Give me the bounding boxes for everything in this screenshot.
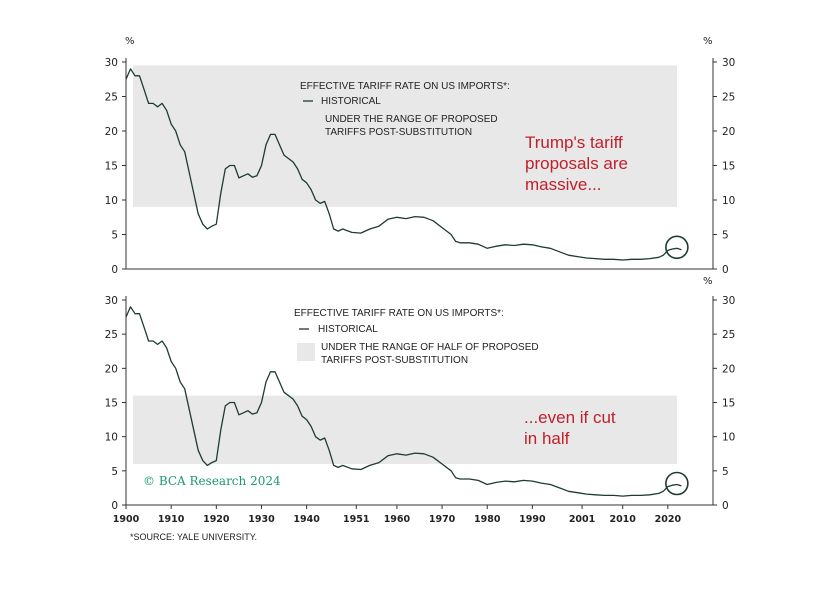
- annotation-line-1: ...even if cut: [524, 408, 616, 427]
- legend-band-line2: TARIFFS POST-SUBSTITUTION: [321, 355, 468, 366]
- highlight-circle: [665, 235, 689, 260]
- annotation-line-2: in half: [524, 429, 570, 448]
- y-tick-label-left: 15: [105, 161, 118, 173]
- highlight-circle: [665, 471, 689, 496]
- legend-band-line2: TARIFFS POST-SUBSTITUTION: [325, 127, 472, 138]
- projection-band: [133, 65, 677, 207]
- x-tick-label: 1970: [429, 514, 456, 525]
- legend-band-line1: UNDER THE RANGE OF HALF OF PROPOSED: [321, 342, 539, 353]
- historical-tariff-line: [125, 68, 682, 261]
- y-tick-label-right: 0: [722, 264, 729, 276]
- legend-band-swatch: [297, 343, 315, 361]
- y-tick-label-left: 0: [111, 264, 118, 276]
- y-tick-label-right: 5: [722, 466, 729, 478]
- legend-title: EFFECTIVE TARIFF RATE ON US IMPORTS*:: [294, 308, 504, 319]
- y-tick-label-right: 10: [722, 195, 735, 207]
- y-tick-label-right: 20: [722, 363, 735, 375]
- y-tick-label-left: 20: [105, 363, 118, 375]
- x-tick-label: 1910: [158, 514, 185, 525]
- legend-title: EFFECTIVE TARIFF RATE ON US IMPORTS*:: [300, 81, 510, 92]
- y-tick-label-left: 30: [105, 295, 118, 307]
- x-tick-label: 1900: [113, 514, 140, 525]
- y-tick-label-left: 15: [105, 398, 118, 410]
- y-tick-label-right: 30: [722, 57, 735, 69]
- unit-label-right: %: [703, 36, 713, 47]
- x-tick-label: 1980: [474, 514, 501, 525]
- y-tick-label-right: 0: [722, 500, 729, 512]
- y-tick-label-left: 10: [105, 195, 118, 207]
- axes-layer: 0 0 5 5 10 10 15 15 20 20 25 25 30 30: [105, 295, 736, 512]
- x-tick-label: 2010: [609, 514, 636, 525]
- y-tick-label-right: 30: [722, 295, 735, 307]
- bottom-panel: 0 0 5 5 10 10 15 15 20 20 25 25 30 30 % EFFECTIVE TAR…: [105, 276, 736, 512]
- x-tick-label: 1930: [248, 514, 275, 525]
- y-tick-label-left: 25: [105, 92, 118, 104]
- x-tick-label: 1960: [384, 514, 411, 525]
- y-tick-label-left: 0: [111, 500, 118, 512]
- y-tick-label-right: 15: [722, 398, 735, 410]
- legend-historical: HISTORICAL: [321, 96, 381, 107]
- y-tick-label-right: 25: [722, 329, 735, 341]
- annotation-line-3: massive...: [525, 175, 602, 194]
- y-tick-label-left: 20: [105, 126, 118, 138]
- y-tick-label-left: 25: [105, 329, 118, 341]
- source-note: *SOURCE: YALE UNIVERSITY.: [130, 532, 257, 542]
- y-tick-label-left: 5: [111, 230, 118, 242]
- y-tick-label-left: 5: [111, 466, 118, 478]
- y-tick-label-right: 25: [722, 92, 735, 104]
- y-tick-label-left: 30: [105, 57, 118, 69]
- watermark: © BCA Research 2024: [143, 474, 281, 488]
- band-layer: [133, 395, 677, 464]
- band-layer: [133, 65, 677, 207]
- x-tick-label: 2020: [655, 514, 682, 525]
- x-tick-label: 1920: [203, 514, 230, 525]
- x-tick-label: 1940: [293, 514, 320, 525]
- legend-band-swatch: [301, 115, 319, 133]
- legend-band-line1: UNDER THE RANGE OF PROPOSED: [325, 114, 498, 125]
- y-tick-label-right: 15: [722, 161, 735, 173]
- x-tick-label: 2001: [569, 514, 595, 525]
- annotation-line-1: Trump's tariff: [525, 133, 623, 152]
- legend-historical: HISTORICAL: [318, 324, 378, 335]
- historical-tariff-line: [125, 306, 682, 497]
- x-tick-label: 1951: [343, 514, 369, 525]
- series-layer: [125, 306, 689, 497]
- x-axis: 1900 1910 1920 1930 1940 1951 1960 1970 1980 1990…: [113, 505, 682, 525]
- top-panel: 0 0 5 5 10 10 15 15 20 20 25 25 30 30 % % EFFECTIVE T…: [105, 36, 736, 276]
- y-tick-label-right: 5: [722, 230, 729, 242]
- projection-band: [133, 395, 677, 464]
- y-tick-label-right: 20: [722, 126, 735, 138]
- annotation-line-2: proposals are: [525, 154, 628, 173]
- unit-label-left: %: [125, 36, 135, 47]
- unit-label-right: %: [703, 276, 713, 287]
- y-tick-label-right: 10: [722, 432, 735, 444]
- axes-layer: 0 0 5 5 10 10 15 15 20 20 25 25 30 30: [105, 57, 736, 276]
- series-layer: [125, 68, 689, 261]
- y-tick-label-left: 10: [105, 432, 118, 444]
- x-tick-label: 1990: [519, 514, 546, 525]
